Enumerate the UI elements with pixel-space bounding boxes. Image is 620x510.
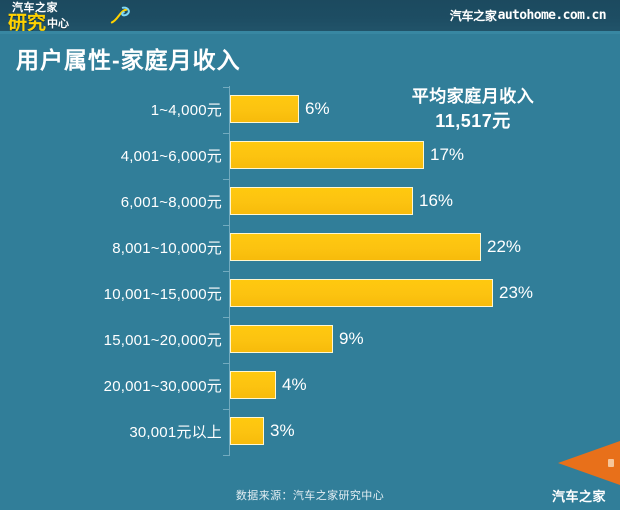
header-bar: 汽车之家 研究中心 汽车之家 autohome.com.cn <box>0 0 620 31</box>
axis-tick <box>223 225 229 226</box>
corner-arrow-dot <box>608 459 614 467</box>
site-url-block: 汽车之家 autohome.com.cn <box>449 0 607 31</box>
category-label: 8,001~10,000元 <box>112 239 222 257</box>
bar <box>230 325 333 353</box>
bar <box>230 95 299 123</box>
axis-tick <box>223 455 229 456</box>
bar-value-label: 3% <box>270 421 295 440</box>
bar-value-label: 9% <box>339 329 364 348</box>
axis-tick <box>223 409 229 410</box>
bar-chart: 1~4,000元 6% 4,001~6,000元 17% 6,001~8,000元 16%… <box>0 84 620 474</box>
bar-value-label: 6% <box>305 99 330 118</box>
axis-tick <box>223 133 229 134</box>
swoosh-icon <box>110 6 130 24</box>
bar <box>230 233 481 261</box>
axis-tick <box>223 179 229 180</box>
bar <box>230 141 424 169</box>
category-label: 10,001~15,000元 <box>103 285 222 303</box>
site-url-text: autohome.com.cn <box>497 8 607 23</box>
axis-tick <box>223 87 229 88</box>
site-name-cn: 汽车之家 <box>449 9 497 23</box>
axis-tick <box>223 363 229 364</box>
chart-row: 10,001~15,000元 23% <box>0 270 620 316</box>
average-income-callout: 平均家庭月收入 11,517元 <box>374 85 572 133</box>
chart-row: 6,001~8,000元 16% <box>0 178 620 224</box>
axis-tick <box>223 317 229 318</box>
bar-value-label: 16% <box>419 191 454 210</box>
chart-row: 1~4,000元 6% <box>0 86 620 132</box>
chart-row: 30,001元以上 3% <box>0 408 620 454</box>
header-divider <box>0 31 620 34</box>
footer-watermark: 汽车之家 <box>551 489 606 504</box>
chart-row: 4,001~6,000元 17% <box>0 132 620 178</box>
bar <box>230 371 276 399</box>
bar-value-label: 17% <box>430 145 465 164</box>
bar-value-label: 4% <box>282 375 307 394</box>
category-label: 4,001~6,000元 <box>120 147 222 165</box>
average-income-label: 平均家庭月收入 <box>411 87 535 106</box>
page-title: 用户属性-家庭月收入 <box>16 47 241 73</box>
average-income-value: 11,517元 <box>435 111 511 131</box>
bar <box>230 417 264 445</box>
bar <box>230 279 493 307</box>
axis-tick <box>223 271 229 272</box>
autohome-research-logo: 汽车之家 研究中心 <box>6 1 130 31</box>
chart-row: 20,001~30,000元 4% <box>0 362 620 408</box>
bar-value-label: 23% <box>499 283 534 302</box>
category-label: 30,001元以上 <box>129 423 222 441</box>
category-axis-line <box>229 86 230 456</box>
corner-arrow-decoration <box>558 441 620 485</box>
bar <box>230 187 413 215</box>
logo-brand-text: 汽车之家 <box>12 2 58 14</box>
category-label: 6,001~8,000元 <box>120 193 222 211</box>
logo-research-main: 研究 <box>8 13 47 31</box>
chart-row: 15,001~20,000元 9% <box>0 316 620 362</box>
logo-research-text: 研究中心 <box>8 13 69 31</box>
category-label: 1~4,000元 <box>150 101 222 119</box>
logo-research-sub: 中心 <box>47 18 70 30</box>
category-label: 20,001~30,000元 <box>103 377 222 395</box>
bar-value-label: 22% <box>487 237 522 256</box>
data-source-text: 数据来源：汽车之家研究中心 <box>235 490 385 502</box>
category-label: 15,001~20,000元 <box>103 331 222 349</box>
chart-row: 8,001~10,000元 22% <box>0 224 620 270</box>
